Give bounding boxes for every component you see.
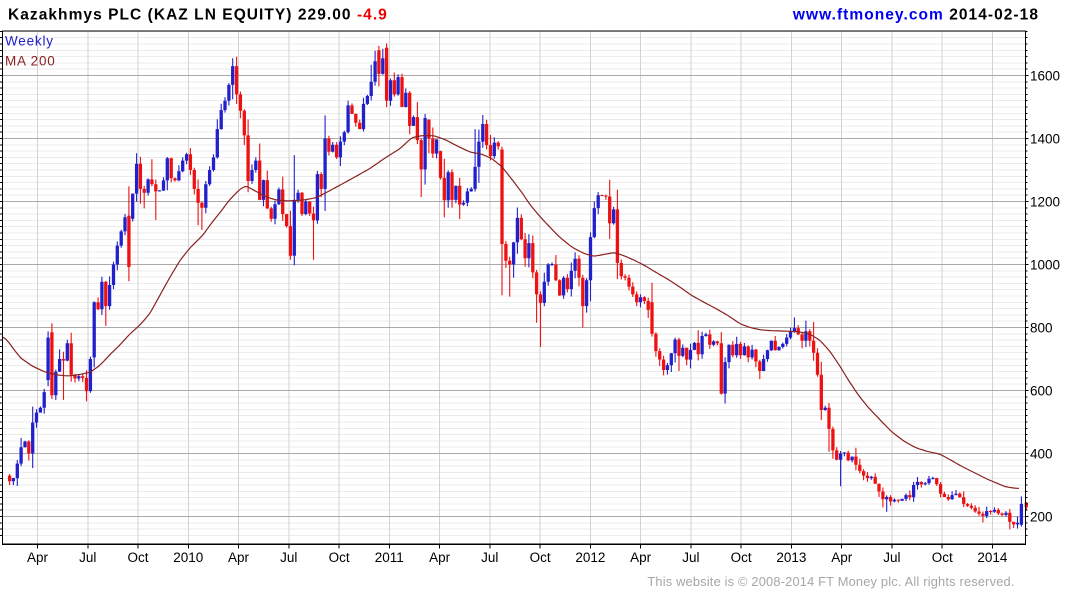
svg-text:1000: 1000 [1030, 257, 1060, 272]
svg-text:Oct: Oct [731, 550, 752, 565]
svg-text:400: 400 [1030, 446, 1053, 461]
svg-text:This website is © 2008-2014 FT: This website is © 2008-2014 FT Money plc… [647, 574, 1014, 589]
svg-text:Apr: Apr [831, 550, 853, 565]
svg-text:Jul: Jul [682, 550, 699, 565]
svg-text:2013: 2013 [776, 550, 806, 565]
svg-text:200: 200 [1030, 509, 1053, 524]
svg-text:Jul: Jul [481, 550, 498, 565]
svg-text:1600: 1600 [1030, 68, 1060, 83]
svg-text:Apr: Apr [27, 550, 49, 565]
svg-text:Jul: Jul [79, 550, 96, 565]
svg-text:Weekly: Weekly [5, 34, 54, 49]
svg-text:800: 800 [1030, 320, 1053, 335]
svg-text:MA 200: MA 200 [5, 54, 56, 69]
svg-text:Apr: Apr [429, 550, 451, 565]
svg-text:600: 600 [1030, 383, 1053, 398]
svg-text:2011: 2011 [375, 550, 404, 565]
svg-text:Oct: Oct [530, 550, 551, 565]
svg-text:2012: 2012 [575, 550, 605, 565]
svg-text:Kazakhmys PLC (KAZ LN EQUITY): Kazakhmys PLC (KAZ LN EQUITY) 229.00 -4.… [8, 7, 388, 24]
svg-text:Oct: Oct [932, 550, 953, 565]
svg-text:Jul: Jul [883, 550, 900, 565]
svg-text:1200: 1200 [1030, 194, 1060, 209]
svg-text:www.ftmoney.com 2014-02-18: www.ftmoney.com 2014-02-18 [792, 7, 1039, 24]
svg-text:2010: 2010 [173, 550, 203, 565]
svg-text:Apr: Apr [630, 550, 652, 565]
svg-text:Oct: Oct [127, 550, 148, 565]
svg-text:Apr: Apr [228, 550, 250, 565]
svg-text:1400: 1400 [1030, 131, 1060, 146]
svg-text:2014: 2014 [977, 550, 1008, 565]
svg-text:Jul: Jul [280, 550, 297, 565]
svg-text:Oct: Oct [329, 550, 350, 565]
